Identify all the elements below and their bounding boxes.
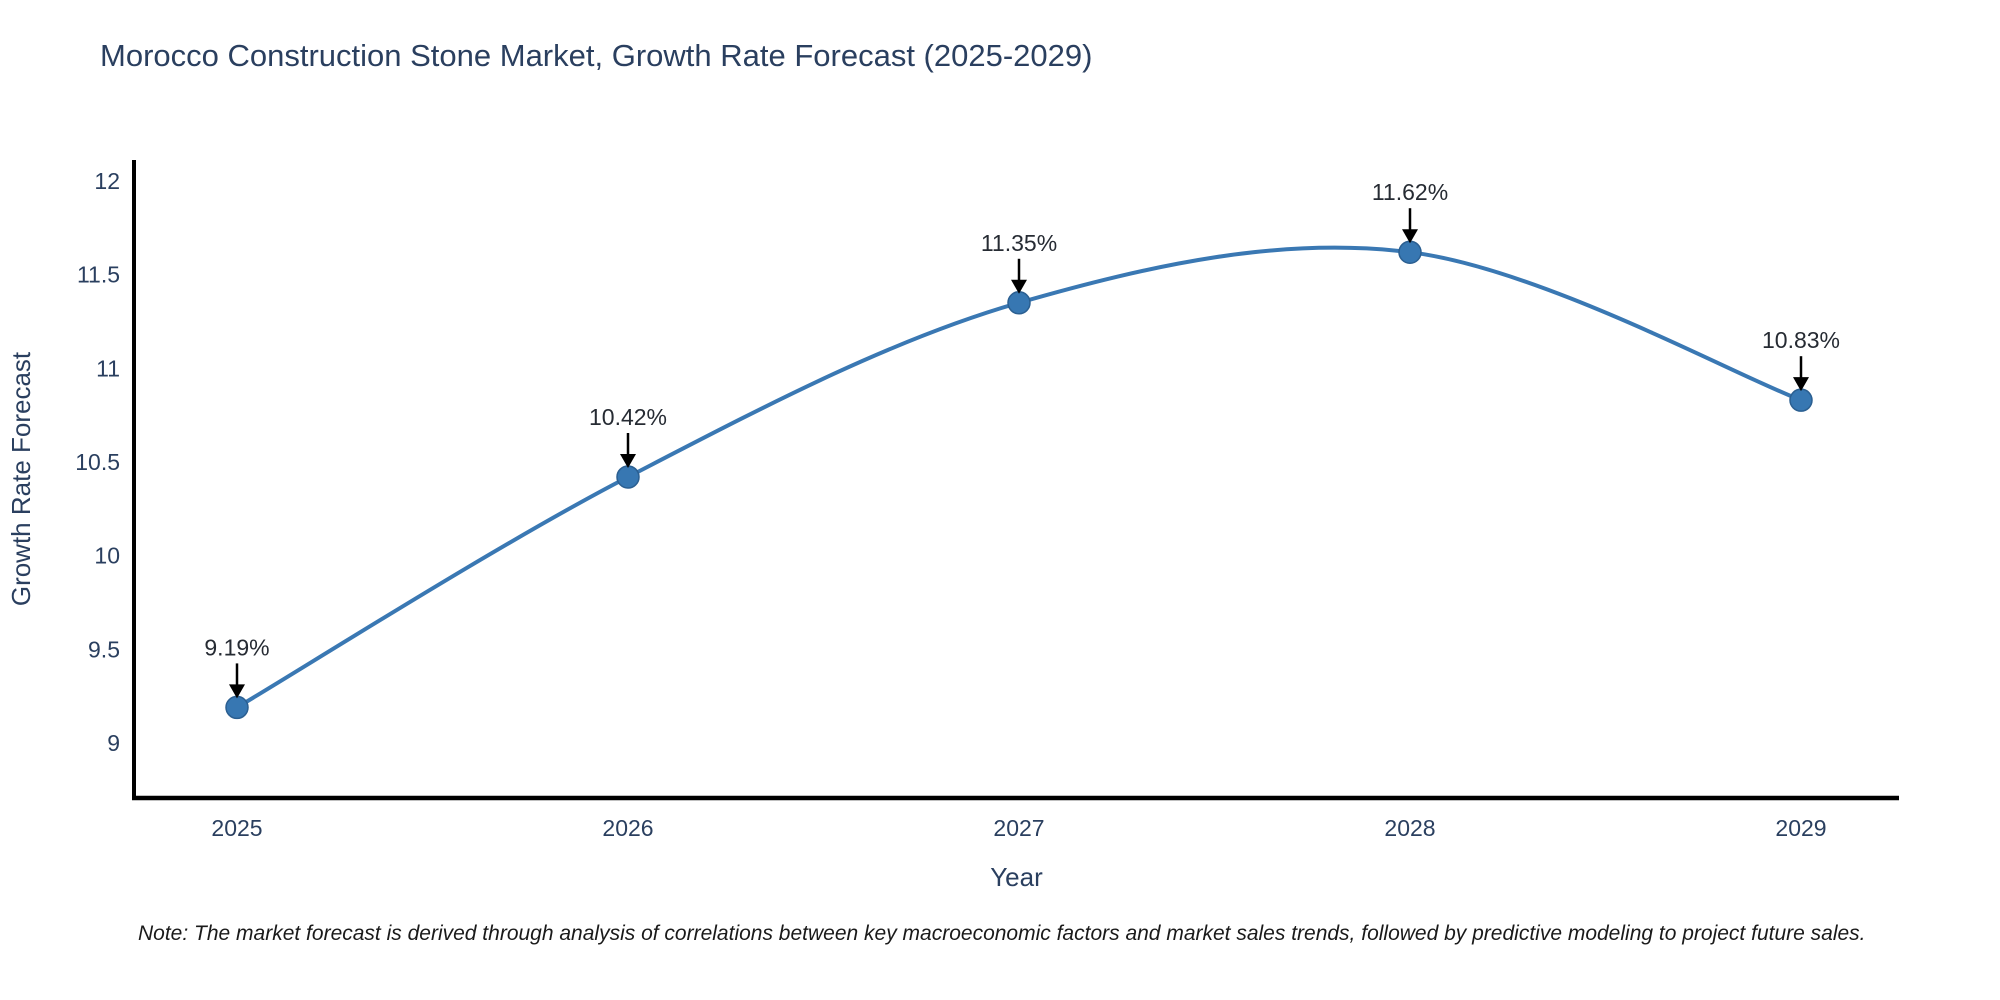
- annotation-arrow-head: [1793, 377, 1809, 392]
- data-point-label: 10.42%: [589, 404, 667, 430]
- x-tick-label: 2029: [1775, 815, 1826, 841]
- x-tick-label: 2028: [1384, 815, 1435, 841]
- forecast-line: [235, 245, 1803, 710]
- y-tick-label: 10.5: [75, 449, 120, 475]
- y-tick-label: 9.5: [88, 636, 120, 662]
- annotation-arrow-head: [229, 684, 245, 699]
- y-tick-label: 11.5: [77, 262, 120, 288]
- annotation-arrow-head: [1011, 279, 1027, 294]
- data-point-label: 11.35%: [981, 230, 1057, 256]
- y-tick-label: 10: [94, 543, 120, 569]
- annotation-arrow-head: [1402, 229, 1418, 244]
- data-point-marker[interactable]: [616, 465, 640, 489]
- x-axis-title: Year: [990, 862, 1043, 892]
- annotation-arrow-head: [620, 453, 636, 468]
- y-tick-label: 12: [94, 168, 120, 194]
- x-tick-label: 2026: [602, 815, 653, 841]
- data-point-marker[interactable]: [225, 695, 249, 720]
- x-tick-label: 2025: [211, 815, 262, 841]
- chart-title: Morocco Construction Stone Market, Growt…: [100, 38, 1093, 73]
- data-point-label: 10.83%: [1762, 327, 1840, 353]
- y-tick-label: 11: [96, 355, 120, 381]
- y-axis-title: Growth Rate Forecast: [6, 351, 36, 606]
- data-point-label: 9.19%: [204, 634, 269, 660]
- footnote: Note: The market forecast is derived thr…: [138, 922, 1866, 945]
- y-tick-label: 9: [107, 730, 120, 756]
- data-point-marker[interactable]: [1789, 388, 1813, 412]
- data-point-marker[interactable]: [1007, 291, 1031, 315]
- data-point-label: 11.62%: [1372, 179, 1448, 205]
- x-tick-label: 2027: [993, 815, 1044, 841]
- data-point-marker[interactable]: [1398, 240, 1422, 264]
